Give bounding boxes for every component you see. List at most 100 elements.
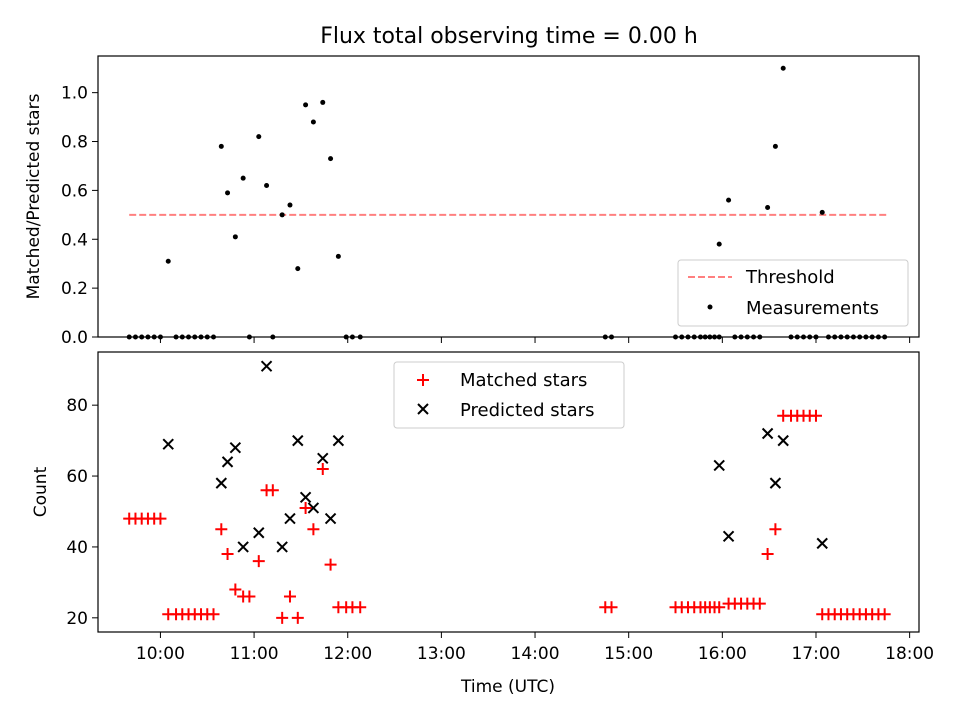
ytick-label: 80 (66, 396, 88, 416)
xtick-label: 18:00 (885, 644, 934, 664)
matched-point (215, 523, 228, 536)
measurement-point (256, 134, 262, 140)
predicted-point (299, 491, 312, 504)
ytick-label: 0.6 (61, 181, 88, 201)
count-panel-xlabel: Time (UTC) (460, 677, 555, 697)
predicted-point (332, 434, 345, 447)
predicted-point (221, 456, 234, 468)
predicted-point (713, 459, 725, 472)
matched-point (605, 601, 618, 614)
measurement-point (240, 175, 246, 181)
xtick-label: 11:00 (230, 644, 279, 664)
predicted-point (317, 452, 329, 465)
predicted-point (307, 502, 320, 514)
ytick-label: 1.0 (61, 84, 88, 104)
measurement-point (310, 119, 316, 125)
measurement-point (232, 234, 238, 240)
measurement-point (303, 102, 309, 108)
matched-point (276, 611, 289, 624)
ytick-label: 0.4 (61, 230, 88, 250)
predicted-point (237, 541, 249, 553)
ratio-panel-frame (97, 55, 920, 338)
xtick-label: 17:00 (791, 644, 840, 664)
matched-point (207, 608, 220, 621)
matched-point (761, 548, 774, 561)
predicted-point (229, 441, 242, 454)
xtick-label: 16:00 (698, 644, 747, 664)
matched-point (753, 597, 766, 610)
count-panel-marks (123, 360, 891, 624)
measurement-point (772, 143, 778, 149)
ratio-panel-ylabel: Matched/Predicted stars (24, 93, 44, 299)
predicted-point (284, 512, 296, 525)
xtick-label: 13:00 (417, 644, 466, 664)
measurement-point (328, 156, 334, 162)
predicted-legend-swatch (417, 403, 429, 415)
ytick-label: 60 (66, 467, 88, 487)
ratio-panel-axes: 0.0 0.2 0.4 0.6 0.8 1.0 (61, 84, 911, 348)
matched-legend-swatch (417, 374, 429, 386)
predicted-point (769, 477, 782, 489)
threshold-legend-label: Threshold (745, 267, 835, 288)
predicted-point (292, 434, 304, 447)
measurement-point (295, 266, 301, 272)
predicted-point (215, 477, 228, 489)
matched-point (354, 601, 367, 614)
measurement-point (264, 183, 270, 189)
ytick-label: 20 (66, 609, 88, 629)
count-legend: Matched stars Predicted stars (393, 361, 625, 429)
ytick-label: 40 (66, 538, 88, 558)
matched-point (266, 484, 279, 497)
predicted-point (276, 541, 288, 553)
measurement-point (225, 190, 231, 196)
xtick-label: 10:00 (136, 644, 185, 664)
measurement-point (287, 202, 293, 208)
predicted-point (253, 527, 265, 539)
matched-point (229, 583, 242, 596)
matched-point (283, 590, 296, 603)
predicted-legend-label: Predicted stars (460, 400, 594, 421)
measurement-point (218, 143, 224, 149)
matched-point (769, 523, 782, 536)
measurement-point (165, 258, 171, 264)
matched-point (299, 501, 312, 514)
measurement-point (279, 212, 285, 218)
predicted-point (324, 512, 337, 525)
matched-legend-label: Matched stars (460, 370, 587, 391)
matched-point (252, 555, 265, 568)
matched-point (316, 462, 329, 475)
count-panel-ylabel: Count (31, 466, 51, 517)
matched-point (154, 512, 167, 525)
matched-point (878, 608, 891, 621)
measurements-legend-swatch (707, 304, 713, 310)
xtick-label: 14:00 (511, 644, 560, 664)
measurement-point (780, 65, 786, 71)
ratio-panel: 0.0 0.2 0.4 0.6 0.8 1.0 Matched/Predicted sta… (24, 55, 920, 348)
predicted-point (777, 434, 789, 447)
matched-point (243, 590, 256, 603)
count-panel-axes: 20 40 60 80 10:00 11:00 12:00 13:00 14:00 15:00 16… (66, 396, 934, 664)
predicted-point (162, 438, 174, 450)
predicted-point (260, 360, 273, 372)
matched-point (291, 611, 304, 624)
xtick-label: 15:00 (604, 644, 653, 664)
measurement-point (335, 253, 341, 259)
measurement-point (320, 99, 326, 105)
ratio-legend-box (677, 259, 909, 327)
count-legend-box (393, 361, 625, 429)
chart-title: Flux total observing time = 0.00 h (320, 24, 698, 49)
ytick-label: 0.2 (61, 279, 88, 299)
measurement-point (726, 197, 732, 203)
matched-point (221, 548, 234, 561)
matched-point (324, 558, 337, 571)
count-panel: 20 40 60 80 10:00 11:00 12:00 13:00 14:00 15:00 16… (31, 351, 934, 697)
matched-point (809, 409, 822, 422)
ratio-legend: Threshold Measurements (677, 259, 909, 327)
ytick-label: 0.8 (61, 133, 88, 153)
matched-point (713, 601, 726, 614)
measurement-point (765, 204, 771, 210)
predicted-point (761, 427, 774, 440)
ytick-label: 0.0 (61, 328, 88, 348)
predicted-point (722, 530, 735, 543)
